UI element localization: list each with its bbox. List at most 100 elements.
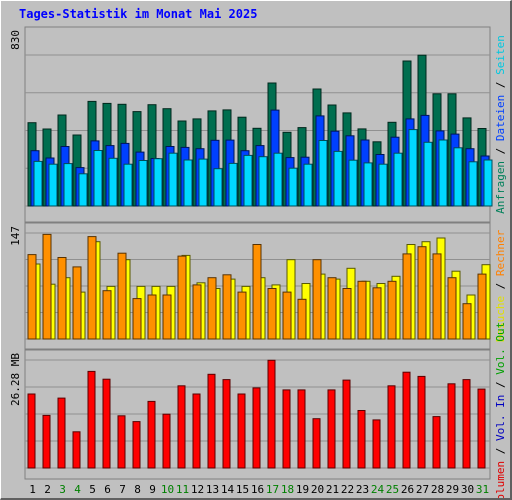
x-tick-label: 22 bbox=[341, 483, 354, 496]
bar-volume-volumen-14 bbox=[222, 379, 231, 469]
bar-volume-volumen-31 bbox=[477, 388, 486, 469]
x-tick-label: 17 bbox=[266, 483, 279, 496]
bar-visits-rechner-21 bbox=[327, 277, 337, 340]
x-tick-label: 2 bbox=[44, 483, 51, 496]
bar-visits-rechner-1 bbox=[27, 254, 37, 340]
legend-entry: / bbox=[494, 141, 507, 161]
bar-requests-seiten-12 bbox=[198, 158, 208, 207]
bar-volume-volumen-9 bbox=[147, 400, 156, 469]
legend-entry: / bbox=[494, 276, 507, 296]
bar-requests-seiten-11 bbox=[183, 159, 193, 207]
bar-visits-rechner-15 bbox=[237, 291, 247, 340]
x-tick-label: 13 bbox=[206, 483, 219, 496]
bar-volume-volumen-10 bbox=[162, 413, 171, 469]
panel-visits-max-label: 147 bbox=[9, 226, 22, 246]
bar-requests-seiten-21 bbox=[333, 150, 343, 207]
bar-visits-rechner-3 bbox=[57, 257, 67, 340]
x-tick-label: 15 bbox=[236, 483, 249, 496]
bar-volume-volumen-26 bbox=[402, 371, 411, 469]
bar-visits-rechner-30 bbox=[462, 303, 472, 340]
bar-visits-rechner-27 bbox=[417, 246, 427, 340]
panel-volume-max-label: 26.28 MB bbox=[9, 353, 22, 406]
bar-visits-rechner-20 bbox=[312, 259, 322, 340]
bar-requests-seiten-31 bbox=[483, 159, 493, 207]
x-tick-label: 5 bbox=[89, 483, 96, 496]
bar-requests-seiten-24 bbox=[378, 163, 388, 207]
bar-requests-seiten-19 bbox=[303, 163, 313, 207]
bar-volume-volumen-7 bbox=[117, 415, 126, 469]
bar-volume-volumen-30 bbox=[462, 379, 471, 469]
legend-entry: Volumen bbox=[494, 461, 507, 500]
bar-volume-volumen-28 bbox=[432, 416, 441, 469]
panel-visits-legend: Besuche / Rechner bbox=[494, 229, 507, 342]
bar-requests-seiten-17 bbox=[273, 152, 283, 207]
bar-visits-rechner-9 bbox=[147, 294, 157, 340]
bar-volume-volumen-11 bbox=[177, 385, 186, 469]
bar-requests-seiten-16 bbox=[258, 156, 268, 207]
bar-volume-volumen-16 bbox=[252, 387, 261, 469]
bar-requests-seiten-20 bbox=[318, 140, 328, 207]
legend-entry: Besuche bbox=[494, 296, 507, 342]
bar-requests-seiten-18 bbox=[288, 167, 298, 207]
x-tick-label: 29 bbox=[446, 483, 459, 496]
bar-visits-rechner-23 bbox=[357, 280, 367, 340]
legend-entry: Vol. Out bbox=[494, 322, 507, 375]
x-tick-label: 24 bbox=[371, 483, 385, 496]
bar-visits-rechner-12 bbox=[192, 284, 202, 340]
x-tick-label: 1 bbox=[29, 483, 36, 496]
bar-volume-volumen-24 bbox=[372, 419, 381, 469]
bar-volume-volumen-1 bbox=[27, 393, 36, 469]
x-tick-label: 26 bbox=[401, 483, 414, 496]
bar-requests-seiten-29 bbox=[453, 147, 463, 207]
bar-visits-rechner-22 bbox=[342, 288, 352, 340]
bar-visits-rechner-17 bbox=[267, 288, 277, 340]
panel-requests-max-label: 830 bbox=[9, 30, 22, 50]
bar-visits-rechner-14 bbox=[222, 274, 232, 340]
bar-volume-volumen-15 bbox=[237, 393, 246, 469]
bar-volume-volumen-20 bbox=[312, 418, 321, 469]
x-tick-label: 8 bbox=[134, 483, 141, 496]
x-tick-label: 16 bbox=[251, 483, 264, 496]
bar-requests-seiten-7 bbox=[123, 163, 133, 207]
x-tick-label: 6 bbox=[104, 483, 111, 496]
bar-requests-seiten-30 bbox=[468, 161, 478, 207]
x-tick-label: 27 bbox=[416, 483, 429, 496]
bar-visits-rechner-18 bbox=[282, 291, 292, 340]
bar-visits-rechner-7 bbox=[117, 252, 127, 340]
legend-entry: Dateien bbox=[494, 95, 507, 141]
bar-volume-volumen-18 bbox=[282, 389, 291, 469]
x-tick-label: 30 bbox=[461, 483, 474, 496]
bar-volume-volumen-22 bbox=[342, 379, 351, 469]
bar-visits-rechner-11 bbox=[177, 255, 187, 340]
bar-volume-volumen-17 bbox=[267, 359, 276, 469]
x-tick-label: 31 bbox=[476, 483, 489, 496]
bar-volume-volumen-21 bbox=[327, 389, 336, 469]
panel-volume-legend: Volumen / Vol. In / Vol. Out bbox=[494, 322, 507, 500]
legend-entry: / bbox=[494, 75, 507, 95]
bar-visits-rechner-25 bbox=[387, 280, 397, 340]
bar-volume-volumen-3 bbox=[57, 397, 66, 469]
x-tick-label: 11 bbox=[176, 483, 189, 496]
bar-volume-volumen-5 bbox=[87, 370, 96, 469]
x-tick-label: 3 bbox=[59, 483, 66, 496]
bar-requests-seiten-1 bbox=[33, 160, 43, 207]
bar-requests-seiten-15 bbox=[243, 154, 253, 207]
bar-requests-seiten-8 bbox=[138, 160, 148, 207]
bar-visits-rechner-2 bbox=[42, 233, 52, 340]
bar-requests-seiten-26 bbox=[408, 129, 418, 207]
bar-volume-volumen-12 bbox=[192, 393, 201, 469]
bar-volume-volumen-8 bbox=[132, 421, 141, 469]
bar-requests-seiten-23 bbox=[363, 162, 373, 207]
x-tick-label: 23 bbox=[356, 483, 369, 496]
x-tick-label: 20 bbox=[311, 483, 324, 496]
bar-volume-volumen-13 bbox=[207, 373, 216, 469]
bar-visits-rechner-6 bbox=[102, 290, 112, 340]
bar-volume-volumen-27 bbox=[417, 375, 426, 469]
bar-volume-volumen-19 bbox=[297, 389, 306, 469]
bar-visits-rechner-8 bbox=[132, 298, 142, 340]
bar-requests-seiten-25 bbox=[393, 152, 403, 207]
bar-visits-rechner-4 bbox=[72, 266, 82, 340]
x-tick-label: 4 bbox=[74, 483, 81, 496]
